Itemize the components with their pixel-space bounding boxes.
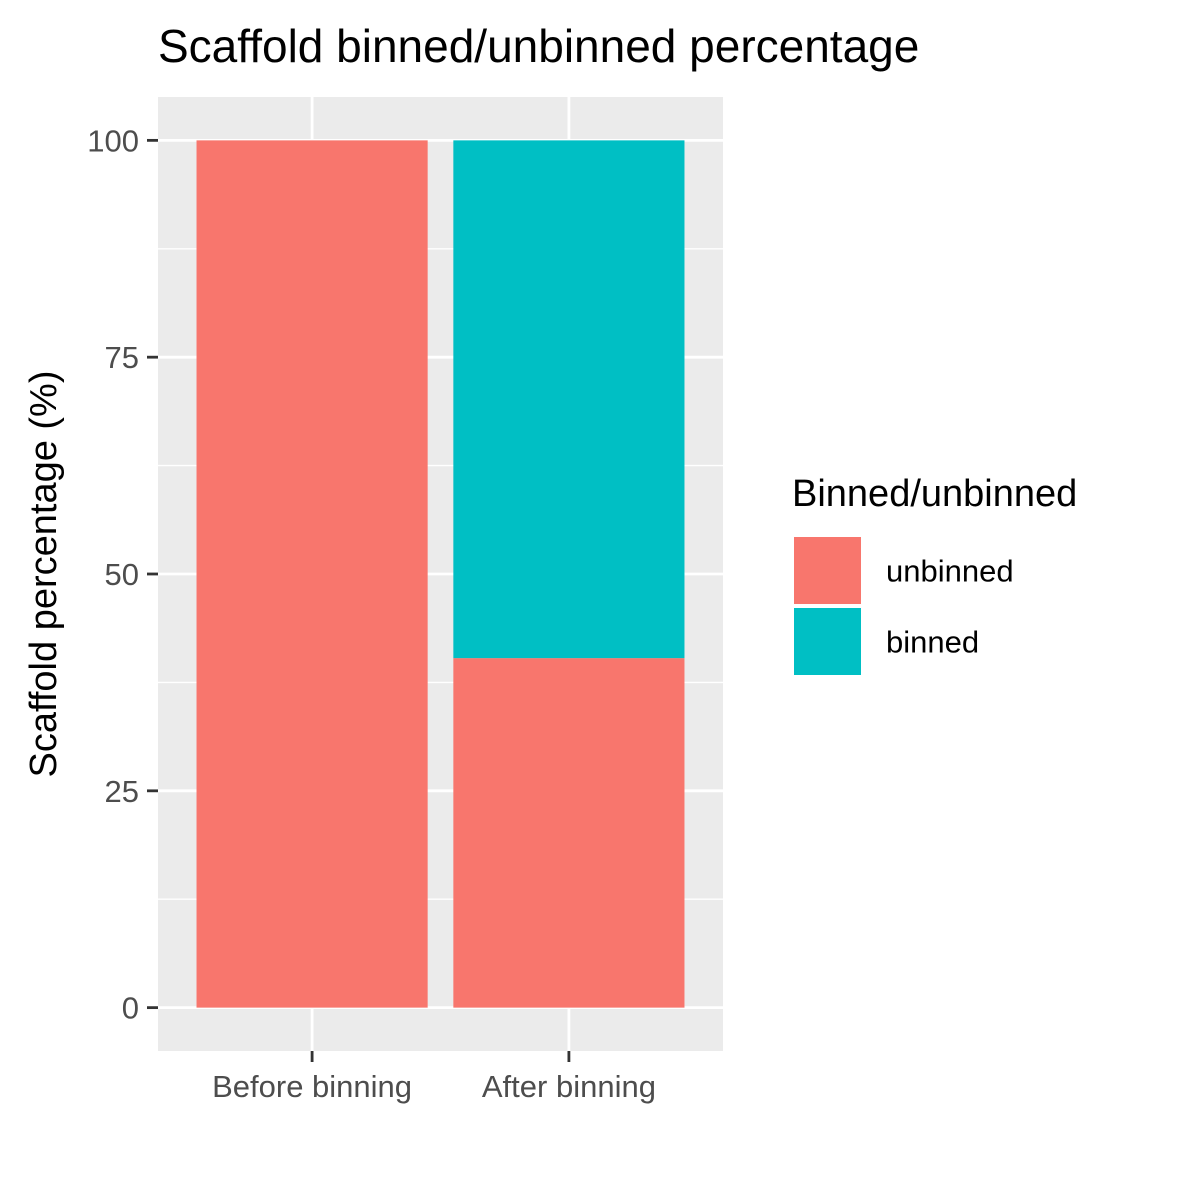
- legend-title: Binned/unbinned: [792, 473, 1077, 515]
- legend-key-binned: [792, 606, 863, 677]
- legend: Binned/unbinned unbinned binned: [792, 473, 1077, 677]
- y-tick-label: 25: [105, 774, 139, 809]
- legend-label-unbinned: unbinned: [886, 554, 1014, 589]
- chart-title: Scaffold binned/unbinned percentage: [158, 20, 919, 72]
- bar-unbinned-1: [196, 140, 428, 1008]
- legend-keys: unbinned binned: [792, 535, 1014, 677]
- y-axis: 0 25 50 75 100: [87, 123, 158, 1026]
- legend-key-unbinned: [792, 535, 863, 606]
- y-tick-label: 0: [122, 991, 139, 1026]
- x-tick-label: Before binning: [212, 1069, 412, 1104]
- y-axis-title: Scaffold percentage (%): [23, 371, 65, 778]
- x-tick-label: After binning: [482, 1069, 656, 1104]
- bars: [196, 140, 685, 1008]
- y-tick-label: 75: [105, 340, 139, 375]
- bar-unbinned-2: [453, 658, 685, 1008]
- y-tick-label: 50: [105, 557, 139, 592]
- x-axis: Before binning After binning: [212, 1051, 656, 1104]
- y-tick-label: 100: [87, 123, 139, 158]
- legend-label-binned: binned: [886, 625, 979, 660]
- bar-binned-2: [453, 140, 685, 659]
